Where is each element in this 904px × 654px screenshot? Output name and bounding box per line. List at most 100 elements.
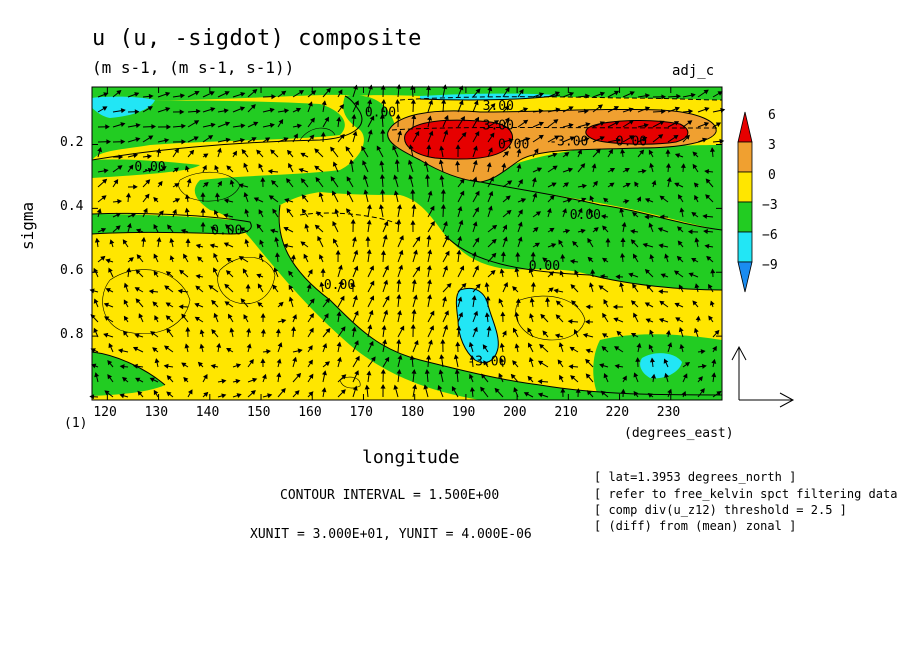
wind-vector-head bbox=[157, 180, 163, 187]
y-tick-label: 0.6 bbox=[60, 263, 84, 279]
field-green-upper-left bbox=[92, 100, 345, 160]
wind-vector-head bbox=[298, 90, 305, 95]
wind-vector-head bbox=[380, 250, 386, 255]
wind-vector-head bbox=[339, 133, 345, 139]
wind-vector-head bbox=[225, 270, 232, 276]
wind-vector-head bbox=[620, 148, 626, 154]
wind-vector-head bbox=[485, 295, 491, 301]
wind-vector-head bbox=[625, 182, 631, 188]
wind-vector-head bbox=[260, 313, 266, 318]
wind-vector-head bbox=[619, 207, 625, 213]
wind-vector-head bbox=[197, 256, 203, 262]
wind-vector-head bbox=[527, 342, 533, 348]
wind-vector-head bbox=[225, 224, 231, 230]
wind-vector-head bbox=[314, 148, 320, 154]
wind-vector-head bbox=[278, 301, 284, 307]
wind-vector-head bbox=[282, 243, 289, 249]
wind-vector-head bbox=[235, 378, 241, 384]
wind-vector-head bbox=[538, 134, 544, 140]
wind-vector-head bbox=[520, 198, 527, 203]
wind-vector-head bbox=[568, 106, 574, 111]
wind-vector-head bbox=[651, 373, 657, 379]
wind-vector-head bbox=[622, 375, 627, 381]
wind-vector-head bbox=[256, 149, 262, 155]
wind-vector-head bbox=[276, 372, 282, 378]
contour-thin-1 bbox=[102, 269, 191, 334]
wind-vector-head bbox=[224, 91, 230, 96]
wind-vector-head bbox=[136, 254, 142, 260]
wind-vector-head bbox=[134, 92, 140, 97]
wind-vector-head bbox=[135, 123, 141, 128]
wind-vector-head bbox=[690, 92, 696, 98]
wind-vector-head bbox=[195, 273, 201, 279]
wind-vector-head bbox=[184, 194, 190, 200]
wind-vector-head bbox=[487, 205, 493, 211]
wind-vector-head bbox=[309, 134, 315, 140]
wind-vector-head bbox=[518, 179, 523, 185]
wind-vector-head bbox=[709, 147, 715, 152]
wind-vector-head bbox=[199, 329, 205, 335]
wind-vector-head bbox=[300, 152, 306, 158]
wind-vector-head bbox=[267, 393, 273, 399]
wind-vector-head bbox=[517, 236, 523, 242]
wind-vector-head bbox=[455, 144, 461, 149]
contour-thin-2 bbox=[178, 171, 241, 202]
wind-vector-head bbox=[304, 223, 310, 229]
wind-vector-head bbox=[311, 90, 317, 96]
wind-vector-head bbox=[149, 377, 155, 383]
y-tick-label: 0.4 bbox=[60, 199, 84, 215]
colorbar-label: −6 bbox=[762, 228, 778, 243]
wind-vector-head bbox=[243, 314, 249, 320]
wind-vector-head bbox=[649, 357, 655, 363]
wind-vector-head bbox=[600, 390, 606, 396]
wind-vector-head bbox=[317, 235, 322, 242]
wind-vector-head bbox=[363, 189, 369, 195]
wind-vector-head bbox=[214, 209, 219, 215]
wind-vector-head bbox=[503, 282, 508, 288]
contour-label: 0.00 bbox=[324, 278, 355, 293]
wind-vector-head bbox=[300, 241, 306, 247]
wind-vector-head bbox=[352, 385, 358, 391]
wind-vector-head bbox=[665, 149, 671, 154]
wind-vector-head bbox=[209, 243, 215, 249]
wind-vector-head bbox=[457, 206, 463, 212]
wind-vector-head bbox=[153, 223, 159, 230]
wind-vector-head bbox=[367, 129, 373, 135]
wind-vector-head bbox=[630, 239, 636, 245]
wind-vector-head bbox=[238, 183, 244, 189]
wind-vector-head bbox=[321, 387, 327, 393]
wind-vector-head bbox=[173, 167, 179, 173]
wind-vector-head bbox=[309, 298, 315, 304]
wind-vector-head bbox=[351, 114, 357, 119]
wind-vector-head bbox=[516, 148, 522, 154]
wind-vector-head bbox=[336, 116, 342, 122]
wind-vector-head bbox=[269, 107, 275, 113]
wind-vector-head bbox=[411, 309, 417, 314]
wind-vector-head bbox=[512, 286, 518, 292]
wind-vector-head bbox=[603, 197, 609, 203]
wind-vector-head bbox=[393, 190, 399, 196]
dashed-contour-jet bbox=[391, 127, 721, 131]
colorbar bbox=[737, 111, 753, 293]
colorbar-label: 3 bbox=[768, 138, 776, 153]
wind-vector-head bbox=[346, 190, 352, 196]
wind-vector-head bbox=[194, 316, 200, 322]
wind-vector-head bbox=[632, 211, 638, 217]
wind-vector-head bbox=[323, 313, 329, 319]
wind-vector-head bbox=[354, 340, 359, 346]
wind-vector-head bbox=[677, 240, 683, 246]
wind-vector-head bbox=[250, 104, 256, 110]
wind-vector-head bbox=[336, 311, 342, 317]
wind-vector-head bbox=[265, 137, 271, 142]
wind-vector-head bbox=[553, 288, 559, 294]
wind-vector-head bbox=[103, 332, 109, 338]
wind-vector-head bbox=[458, 99, 464, 106]
wind-vector-head bbox=[693, 327, 699, 333]
contour-label: 3.00 bbox=[483, 118, 514, 133]
wind-vector-head bbox=[694, 194, 699, 201]
contour-label: -3.00 bbox=[549, 134, 588, 149]
wind-vector-head bbox=[542, 257, 548, 263]
field-cyan-top-left bbox=[92, 96, 155, 118]
wind-vector-head bbox=[555, 314, 561, 320]
wind-vector-head bbox=[345, 146, 351, 152]
